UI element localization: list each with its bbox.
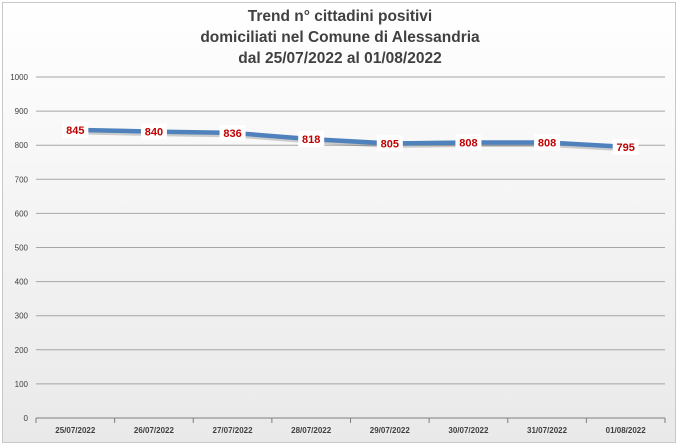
y-tick-label: 600: [15, 209, 29, 218]
data-label-background: [534, 134, 561, 151]
data-label-text: 818: [302, 134, 320, 146]
y-tick-label: 400: [15, 278, 29, 287]
chart-title-line-2: domiciliati nel Comune di Alessandria: [200, 29, 480, 46]
data-label-background: [62, 121, 89, 138]
y-tick-label: 900: [15, 107, 29, 116]
gridlines: [36, 76, 665, 385]
data-label: 805: [376, 135, 403, 152]
data-label-text: 795: [617, 142, 635, 154]
x-tick-label: 30/07/2022: [448, 426, 489, 435]
data-label: 845: [62, 121, 89, 138]
y-tick-label: 200: [15, 346, 29, 355]
data-labels: 845 840 836 818 805 808 808 795: [62, 121, 639, 155]
data-label-background: [140, 123, 167, 140]
y-tick-label: 800: [15, 141, 29, 150]
y-tick-label: 0: [24, 414, 29, 423]
x-tick-label: 26/07/2022: [134, 426, 175, 435]
data-label: 840: [140, 123, 167, 140]
chart-title-line-3: dal 25/07/2022 al 01/08/2022: [238, 50, 442, 67]
data-label-background: [612, 138, 639, 155]
data-label-text: 808: [459, 137, 477, 149]
y-tick-label: 1000: [10, 73, 28, 82]
data-label: 795: [612, 138, 639, 155]
x-tick-label: 29/07/2022: [370, 426, 411, 435]
data-label-text: 840: [145, 127, 163, 139]
x-tick-label: 28/07/2022: [291, 426, 332, 435]
data-label-text: 808: [538, 137, 556, 149]
chart-frame: [2, 2, 676, 443]
data-label-background: [376, 135, 403, 152]
x-tick-label: 25/07/2022: [55, 426, 96, 435]
y-tick-label: 500: [15, 244, 29, 253]
data-label-text: 805: [381, 138, 399, 150]
x-axis: [35, 417, 666, 423]
data-label: 808: [534, 134, 561, 151]
data-label-background: [298, 131, 325, 148]
data-label-background: [219, 124, 246, 141]
x-tick-label: 01/08/2022: [606, 426, 647, 435]
y-axis-tick-labels: 0 100 200 300 400 500 600 700 800 900 1000: [10, 73, 28, 423]
data-label-background: [455, 134, 482, 151]
x-tick-label: 31/07/2022: [527, 426, 568, 435]
data-label: 818: [298, 131, 325, 148]
data-label-text: 836: [223, 128, 241, 140]
y-tick-label: 100: [15, 380, 29, 389]
data-label: 808: [455, 134, 482, 151]
data-label: 836: [219, 124, 246, 141]
series-line: [73, 127, 628, 150]
x-tick-label: 27/07/2022: [213, 426, 254, 435]
chart-title-line-1: Trend n° cittadini positivi: [247, 8, 433, 25]
x-axis-tick-labels: 25/07/2022 26/07/2022 27/07/2022 28/07/2022…: [55, 426, 646, 435]
chart-title: Trend n° cittadini positivi domiciliati …: [0, 6, 680, 69]
y-tick-label: 700: [15, 175, 29, 184]
data-label-text: 845: [66, 125, 84, 137]
y-tick-label: 300: [15, 312, 29, 321]
